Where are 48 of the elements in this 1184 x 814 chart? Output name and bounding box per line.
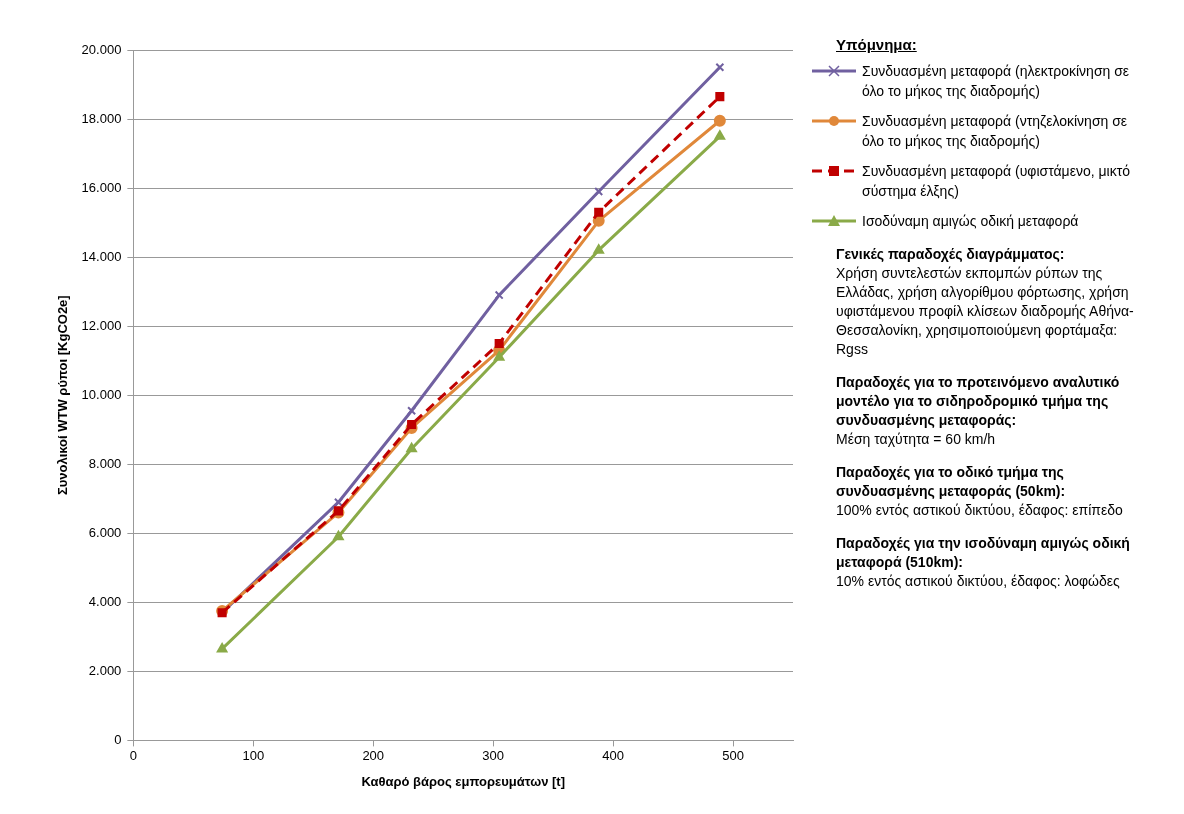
point [594,187,604,197]
point [493,351,505,361]
point [715,62,725,72]
point [406,442,417,453]
text: Γενικές παραδοχές διαγράμματος: [836,245,1066,264]
y-tick-label: 6.000 [88,524,122,540]
point [407,406,417,416]
x-tick-label: 300 [482,748,505,764]
text: Μέση ταχύτητα = 60 km/h [836,430,997,449]
x-tick-label: 100 [242,748,265,764]
point [494,338,504,348]
y-tick-label: 0 [114,731,122,747]
y-tick-label: 10.000 [81,386,122,402]
point [593,244,605,254]
point [713,114,726,127]
y-tick-label: 14.000 [81,248,122,264]
point [333,530,344,541]
point [594,207,604,217]
text: Χρήση συντελεστών εκπομπών ρύπων της Ελλάδας, χρήση αλγορίθμου φόρτωσης, χρήση υφιστάμενου προφίλ κλίσεων διαδρομής Αθήνα-Θεσσαλονίκη, χρησιμοποιούμενη φορτάμαξα: Rgss [836,264,1135,359]
y-tick-label: 4.000 [88,593,122,609]
y-tick-label: 20.000 [81,41,122,57]
x-tick-label: 400 [602,748,624,764]
text: Παραδοχές για το προτεινόμενο αναλυτικό μοντέλο για το σιδηροδρομικό τμήμα της συνδυασμένης μεταφοράς: [836,373,1121,430]
y-tick-label: 12.000 [81,317,122,333]
point [333,497,343,507]
y-tick-label: 16.000 [81,179,122,195]
x-tick-label: 200 [362,748,385,764]
legend-label: Συνδυασμένη μεταφορά (ηλεκτροκίνηση σε όλο το μήκος της διαδρομής) [862,62,1131,101]
x-axis-title: Καθαρό βάρος εμπορευμάτων [t] [361,773,565,789]
x-tick-label: 500 [722,748,744,764]
legend-title: Υπόμνημα: [836,36,918,53]
legend-label: Συνδυασμένη μεταφορά (ντηζελοκίνηση σε όλο το μήκος της διαδρομής) [862,112,1129,151]
text: 100% εντός αστικού δικτύου, έδαφος: επίπεδο [836,501,1124,520]
point [216,642,228,653]
text: Παραδοχές για την ισοδύναμη αμιγώς οδική μεταφορά (510km): [836,534,1131,572]
x-tick-label: 0 [129,748,137,764]
point [714,130,726,140]
point [494,290,504,300]
y-tick-label: 2.000 [88,662,122,678]
text: 10% εντός αστικού δικτύου, έδαφος: λοφώδες [836,572,1121,591]
text: Παραδοχές για το οδικό τμήμα της συνδυασμένης μεταφοράς (50km): [836,463,1067,501]
legend-label: Συνδυασμένη μεταφορά (υφιστάμενο, μικτό σύστημα έλξης) [862,162,1131,201]
point [407,420,417,430]
y-axis-title: Συνολικοί WTW ρύποι [KgCO2e] [55,295,71,496]
point [715,92,725,102]
y-tick-label: 8.000 [88,455,122,471]
y-tick-label: 18.000 [81,110,122,126]
legend-label: Ισοδύναμη αμιγώς οδική μεταφορά [862,212,1079,231]
